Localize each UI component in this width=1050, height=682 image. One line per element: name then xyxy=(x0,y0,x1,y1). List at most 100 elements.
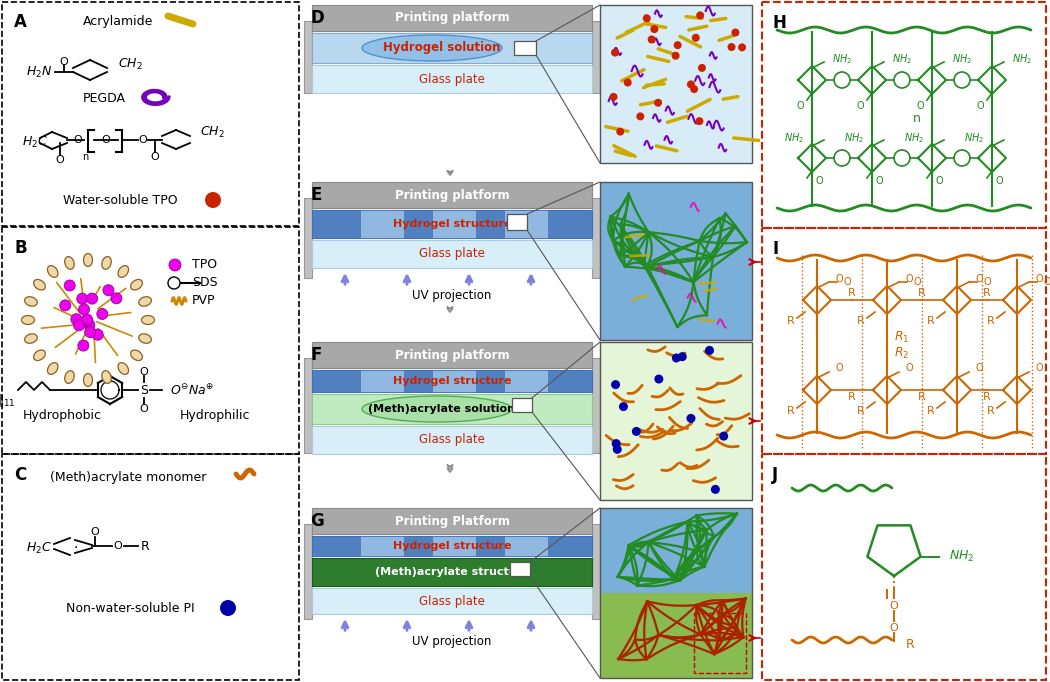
Text: Printing platform: Printing platform xyxy=(395,349,509,361)
Circle shape xyxy=(692,34,699,42)
Circle shape xyxy=(64,280,76,291)
Text: O: O xyxy=(917,101,924,111)
Text: E: E xyxy=(310,186,321,204)
Bar xyxy=(510,562,530,576)
Circle shape xyxy=(77,293,88,304)
Text: O: O xyxy=(959,153,966,163)
Text: S: S xyxy=(140,383,148,396)
Bar xyxy=(312,210,592,238)
Text: D: D xyxy=(310,9,323,27)
Bar xyxy=(504,210,548,238)
Bar xyxy=(504,370,548,392)
Circle shape xyxy=(674,41,681,49)
Bar xyxy=(600,508,752,678)
Text: $NH_2$: $NH_2$ xyxy=(904,131,924,145)
Circle shape xyxy=(650,25,658,33)
Text: O: O xyxy=(843,277,851,287)
Circle shape xyxy=(954,150,970,166)
Circle shape xyxy=(696,12,705,19)
Text: O: O xyxy=(60,57,68,67)
Text: O: O xyxy=(74,135,82,145)
Circle shape xyxy=(654,99,662,107)
Text: R: R xyxy=(788,406,795,416)
Circle shape xyxy=(74,320,85,331)
Circle shape xyxy=(81,315,92,326)
Circle shape xyxy=(894,72,910,88)
Text: R: R xyxy=(857,316,865,326)
Text: Non-water-soluble PI: Non-water-soluble PI xyxy=(66,602,194,614)
Ellipse shape xyxy=(47,363,58,374)
Circle shape xyxy=(654,374,664,383)
Bar xyxy=(694,613,746,673)
Circle shape xyxy=(954,72,970,88)
Bar xyxy=(507,214,527,230)
Text: Hydrogel structure: Hydrogel structure xyxy=(393,219,511,229)
Text: $NH_2$: $NH_2$ xyxy=(892,52,912,66)
Text: I: I xyxy=(772,240,778,258)
Ellipse shape xyxy=(118,363,128,374)
Bar xyxy=(360,370,404,392)
Text: O: O xyxy=(1035,363,1043,373)
Text: Hydrogel structure: Hydrogel structure xyxy=(393,376,511,386)
Text: Hydrogel structure: Hydrogel structure xyxy=(393,541,511,551)
Text: $O^{\ominus}Na^{\oplus}$: $O^{\ominus}Na^{\oplus}$ xyxy=(170,383,214,398)
Text: (Meth)acrylate monomer: (Meth)acrylate monomer xyxy=(49,471,206,484)
Bar xyxy=(312,182,592,208)
Bar xyxy=(312,5,592,31)
Text: F: F xyxy=(310,346,321,364)
Ellipse shape xyxy=(47,265,58,278)
Text: Hydrophobic: Hydrophobic xyxy=(22,409,102,421)
Circle shape xyxy=(672,353,680,363)
Text: J: J xyxy=(772,466,778,484)
Circle shape xyxy=(613,445,622,454)
Ellipse shape xyxy=(102,256,111,269)
Bar xyxy=(592,358,600,453)
Circle shape xyxy=(687,414,695,423)
Bar xyxy=(600,593,752,678)
Text: R: R xyxy=(848,288,856,298)
Bar xyxy=(2,2,299,226)
Text: SDS: SDS xyxy=(192,276,217,289)
Circle shape xyxy=(82,314,92,325)
Circle shape xyxy=(169,259,181,271)
Circle shape xyxy=(728,43,735,51)
Text: Glass plate: Glass plate xyxy=(419,72,485,85)
Circle shape xyxy=(611,48,619,57)
Ellipse shape xyxy=(130,350,143,361)
Text: O: O xyxy=(876,176,884,186)
Circle shape xyxy=(834,72,851,88)
Ellipse shape xyxy=(34,280,45,290)
Text: R: R xyxy=(927,316,934,326)
Bar xyxy=(312,33,592,63)
Circle shape xyxy=(220,600,236,616)
Circle shape xyxy=(78,340,89,351)
Text: Printing platform: Printing platform xyxy=(395,188,509,201)
Circle shape xyxy=(97,308,108,319)
Bar xyxy=(360,536,404,556)
Ellipse shape xyxy=(84,374,92,387)
Circle shape xyxy=(834,150,851,166)
Bar xyxy=(592,21,600,93)
Text: $CH_2$: $CH_2$ xyxy=(118,57,143,72)
Text: R: R xyxy=(927,406,934,416)
Text: (Meth)acrylate solution: (Meth)acrylate solution xyxy=(369,404,516,414)
Text: O: O xyxy=(905,274,912,284)
Bar xyxy=(514,41,536,55)
Bar xyxy=(304,358,312,453)
Circle shape xyxy=(648,35,655,44)
Bar xyxy=(2,227,299,454)
Text: UV projection: UV projection xyxy=(413,289,491,303)
Text: $\|_{11}$: $\|_{11}$ xyxy=(0,392,16,408)
Text: O: O xyxy=(835,274,842,284)
Ellipse shape xyxy=(65,371,75,383)
Text: $H_2C$: $H_2C$ xyxy=(22,134,48,149)
Text: $R_1$: $R_1$ xyxy=(895,329,909,344)
Circle shape xyxy=(894,150,910,166)
Ellipse shape xyxy=(139,333,151,343)
Circle shape xyxy=(71,314,82,325)
Text: R: R xyxy=(906,638,915,651)
Text: O: O xyxy=(975,274,983,284)
Text: O: O xyxy=(90,527,100,537)
Text: R: R xyxy=(918,392,926,402)
Text: $NH_2$: $NH_2$ xyxy=(964,131,984,145)
